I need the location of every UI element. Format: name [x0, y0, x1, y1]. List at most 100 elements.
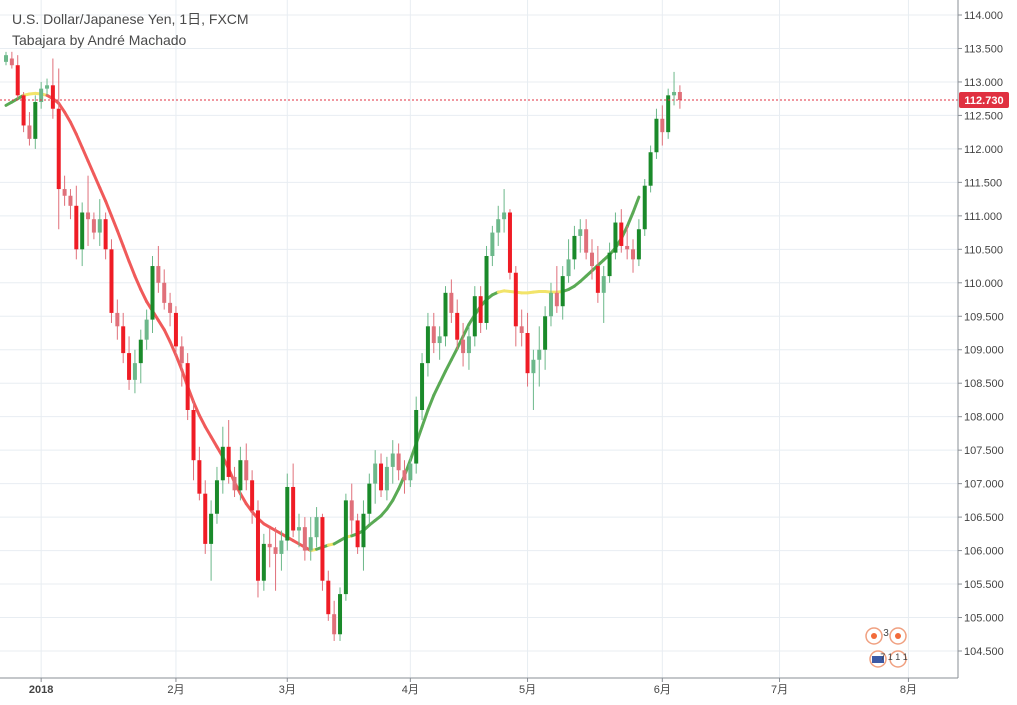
- candle[interactable]: [648, 145, 653, 193]
- candle[interactable]: [625, 225, 630, 260]
- candle[interactable]: [320, 513, 325, 591]
- candle[interactable]: [373, 450, 378, 504]
- candle[interactable]: [513, 266, 518, 347]
- candle[interactable]: [238, 446, 243, 501]
- event-badges[interactable]: 3 7 1 1 1: [865, 627, 908, 668]
- candle[interactable]: [338, 587, 343, 641]
- candle[interactable]: [595, 245, 600, 303]
- candle[interactable]: [45, 78, 50, 96]
- candle[interactable]: [572, 225, 577, 270]
- candle[interactable]: [437, 326, 442, 360]
- candle[interactable]: [291, 463, 296, 538]
- candle[interactable]: [162, 269, 167, 310]
- candle[interactable]: [349, 483, 354, 534]
- candle[interactable]: [138, 329, 143, 384]
- candle[interactable]: [21, 91, 26, 133]
- candle[interactable]: [466, 326, 471, 370]
- candle[interactable]: [636, 219, 641, 267]
- candle[interactable]: [144, 309, 149, 350]
- candle[interactable]: [379, 453, 384, 498]
- candle[interactable]: [156, 245, 161, 293]
- candle[interactable]: [308, 517, 313, 561]
- events-badge[interactable]: 3: [865, 627, 907, 645]
- candle[interactable]: [285, 473, 290, 551]
- candle[interactable]: [343, 493, 348, 601]
- candle[interactable]: [250, 470, 255, 524]
- candle[interactable]: [297, 513, 301, 548]
- candle[interactable]: [355, 513, 360, 554]
- candle[interactable]: [613, 212, 618, 260]
- candles[interactable]: [4, 51, 682, 641]
- candle[interactable]: [127, 336, 132, 390]
- candle[interactable]: [672, 71, 677, 106]
- candle[interactable]: [226, 420, 231, 484]
- candle[interactable]: [97, 199, 102, 246]
- candle[interactable]: [197, 446, 202, 501]
- candle[interactable]: [209, 500, 214, 581]
- candle[interactable]: [191, 399, 196, 481]
- candle[interactable]: [543, 306, 548, 370]
- candle[interactable]: [449, 279, 454, 323]
- candle[interactable]: [273, 527, 278, 591]
- candle[interactable]: [9, 51, 14, 69]
- candle[interactable]: [121, 312, 126, 364]
- candle[interactable]: [220, 426, 225, 494]
- candle[interactable]: [525, 312, 530, 387]
- candle[interactable]: [332, 600, 337, 641]
- candle[interactable]: [244, 443, 249, 491]
- candle[interactable]: [27, 112, 32, 146]
- candle[interactable]: [578, 219, 583, 253]
- candle[interactable]: [91, 212, 96, 240]
- candle[interactable]: [39, 81, 44, 109]
- candle[interactable]: [314, 507, 319, 548]
- candle[interactable]: [461, 322, 466, 367]
- candle[interactable]: [302, 517, 307, 561]
- candle[interactable]: [408, 456, 413, 487]
- candle[interactable]: [660, 105, 665, 146]
- candle[interactable]: [584, 219, 589, 260]
- candle[interactable]: [654, 108, 659, 159]
- candle[interactable]: [267, 527, 272, 568]
- candle[interactable]: [367, 473, 372, 524]
- calendar-badge[interactable]: 7 1 1 1: [869, 650, 908, 668]
- candle[interactable]: [478, 286, 483, 333]
- candle[interactable]: [490, 225, 495, 267]
- candle[interactable]: [531, 349, 536, 410]
- candle[interactable]: [420, 353, 425, 421]
- candle[interactable]: [642, 179, 647, 236]
- candle[interactable]: [56, 68, 61, 230]
- candle[interactable]: [496, 205, 501, 246]
- candle[interactable]: [384, 456, 389, 501]
- candle[interactable]: [214, 466, 219, 524]
- candle[interactable]: [4, 51, 8, 66]
- candle[interactable]: [507, 209, 512, 280]
- candle[interactable]: [590, 239, 594, 280]
- candle[interactable]: [50, 58, 55, 119]
- candle[interactable]: [431, 312, 436, 354]
- candle[interactable]: [548, 282, 553, 327]
- candle[interactable]: [402, 460, 407, 494]
- candle[interactable]: [232, 466, 237, 498]
- candle[interactable]: [103, 212, 108, 260]
- candle[interactable]: [261, 533, 266, 591]
- candle[interactable]: [519, 309, 524, 347]
- candle[interactable]: [560, 266, 565, 320]
- candle[interactable]: [132, 349, 137, 394]
- candle[interactable]: [74, 185, 79, 260]
- candle[interactable]: [566, 239, 571, 283]
- candle[interactable]: [62, 175, 67, 206]
- candle[interactable]: [109, 239, 114, 323]
- candle[interactable]: [677, 85, 682, 109]
- candle[interactable]: [86, 175, 91, 246]
- candle[interactable]: [80, 202, 85, 267]
- candle[interactable]: [179, 336, 184, 387]
- candle[interactable]: [443, 286, 448, 347]
- candle[interactable]: [68, 189, 73, 220]
- candle[interactable]: [279, 530, 284, 571]
- candle[interactable]: [455, 299, 460, 350]
- candle[interactable]: [115, 299, 120, 340]
- candle[interactable]: [502, 189, 507, 233]
- candle[interactable]: [150, 256, 155, 333]
- candle[interactable]: [537, 326, 542, 387]
